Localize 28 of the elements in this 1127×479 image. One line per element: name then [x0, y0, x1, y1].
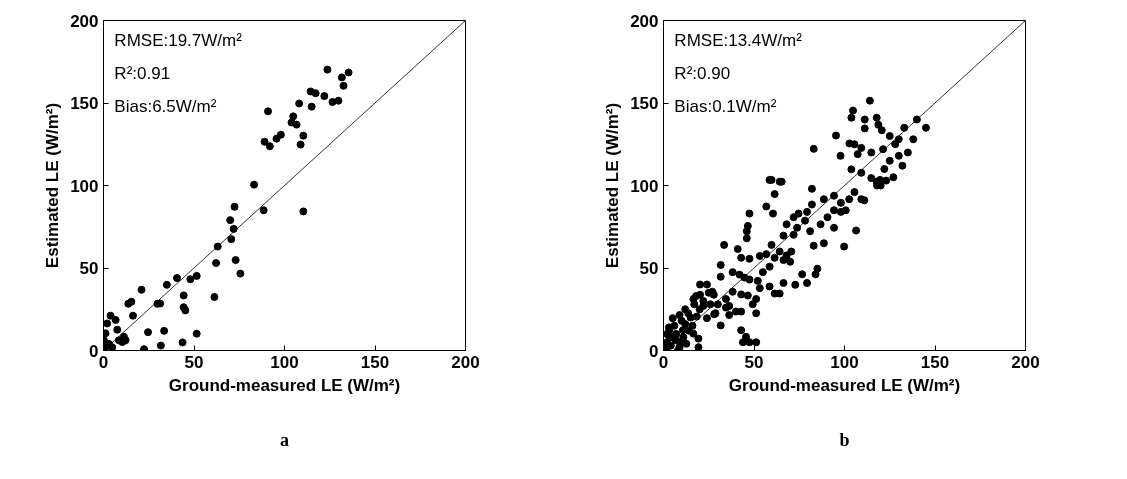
- x-tick-label: 150: [360, 352, 390, 372]
- y-axis-title: Estimated LE (W/m²): [43, 102, 63, 269]
- x-axis-title: Ground-measured LE (W/m²): [168, 375, 401, 395]
- y-tick-label: 150: [630, 94, 659, 113]
- annotation: R²:0.91: [114, 64, 171, 84]
- x-tick-label: 50: [184, 352, 204, 372]
- y-axis-title: Estimated LE (W/m²): [603, 102, 623, 269]
- annotation: RMSE:19.7W/m²: [114, 31, 243, 51]
- x-tick-label: 50: [744, 352, 764, 372]
- text: a: [280, 429, 289, 450]
- x-tick-label: 150: [920, 352, 950, 372]
- y-tick-label: 200: [70, 11, 99, 31]
- y-tick-label: 100: [70, 176, 99, 196]
- annotation: R²:0.90: [674, 64, 731, 84]
- annotation: RMSE:13.4W/m²: [674, 31, 803, 51]
- x-tick-label: 100: [270, 352, 299, 372]
- text: b: [839, 429, 850, 450]
- x-tick-label: 100: [830, 352, 859, 372]
- x-tick-label: 200: [1011, 352, 1040, 372]
- x-tick-label: 200: [451, 352, 480, 372]
- y-tick-label: 150: [70, 94, 99, 113]
- y-tick-label: 100: [630, 176, 659, 196]
- y-tick-label: 50: [639, 259, 659, 278]
- annotation: Bias:6.5W/m²: [114, 97, 217, 117]
- annotation: Bias:0.1W/m²: [674, 97, 777, 117]
- x-axis-title: Ground-measured LE (W/m²): [728, 375, 961, 395]
- y-tick-label: 200: [630, 11, 659, 31]
- y-tick-label: 50: [79, 259, 99, 278]
